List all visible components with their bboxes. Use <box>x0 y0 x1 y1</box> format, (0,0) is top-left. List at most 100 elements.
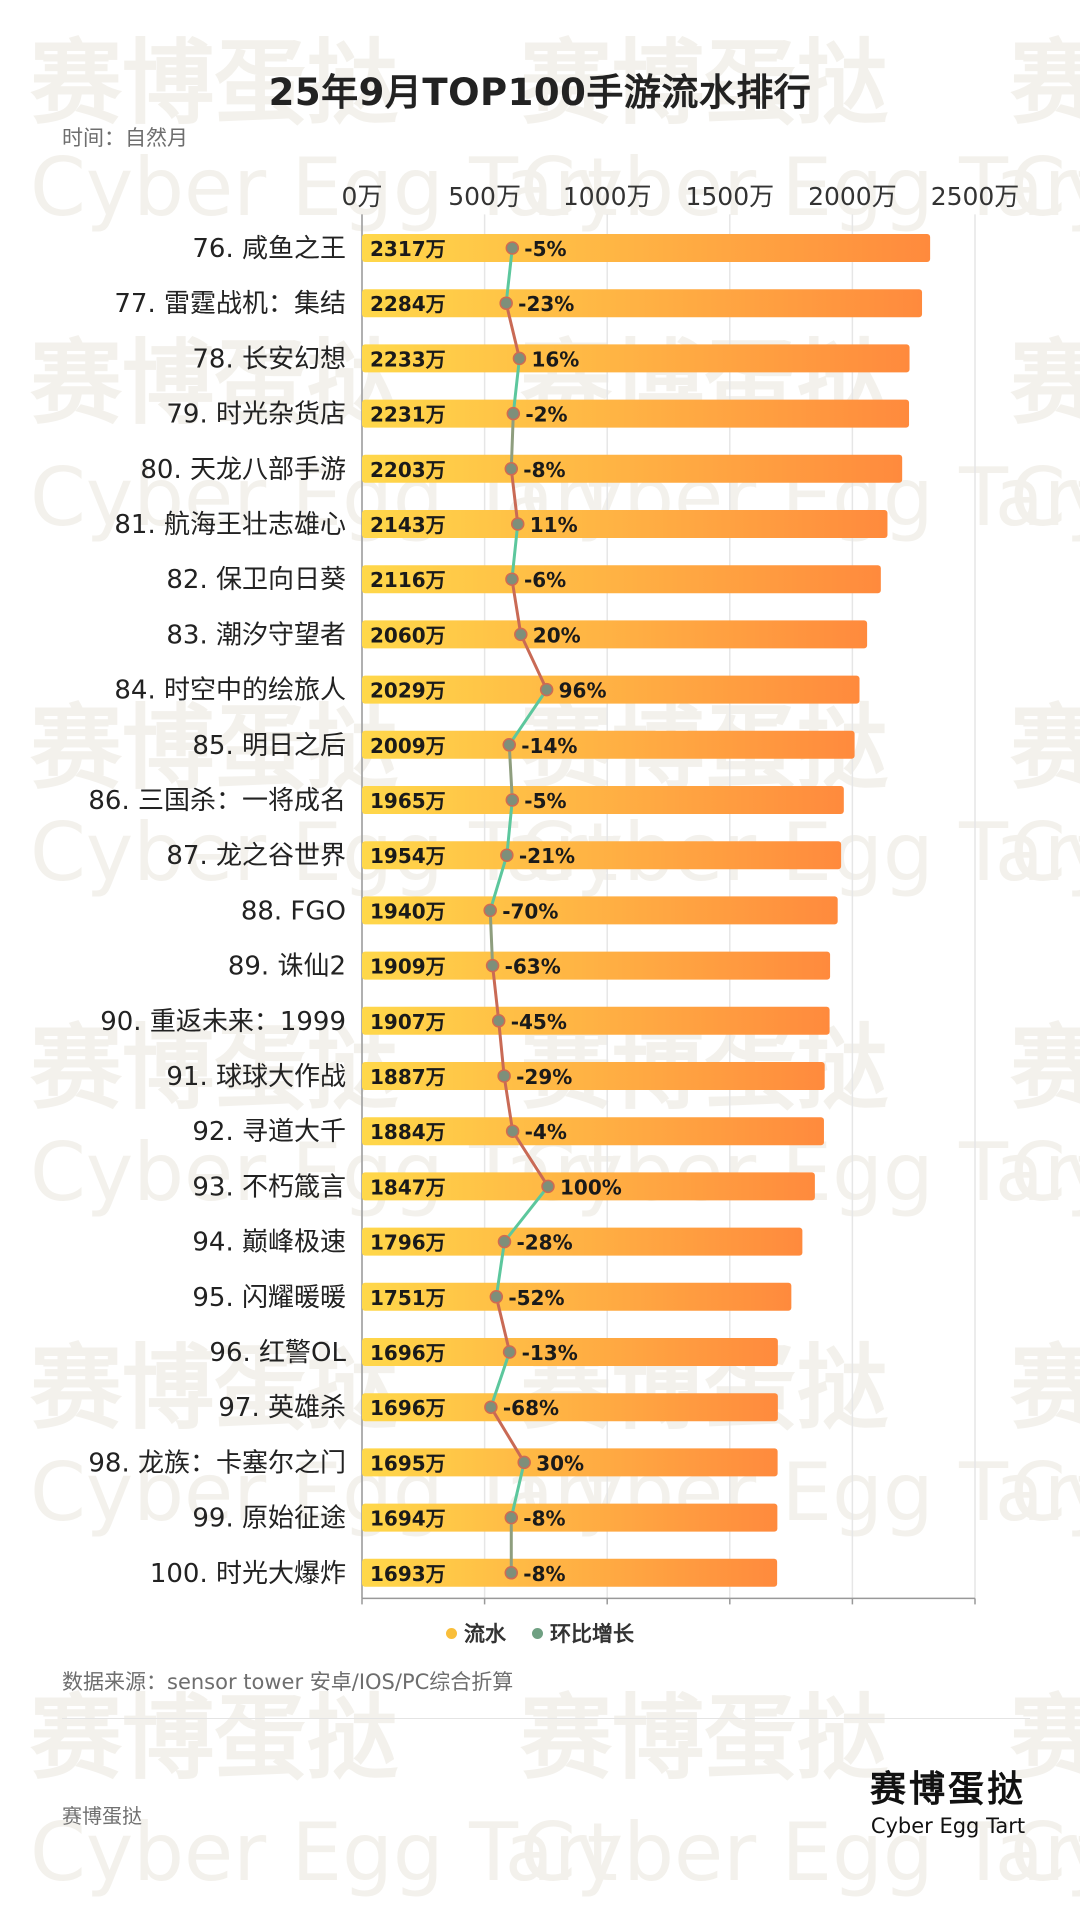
revenue-value-label: 1887万 <box>370 1065 446 1089</box>
revenue-bar[interactable] <box>362 1282 792 1311</box>
brand-logo-en: Cyber Egg Tart <box>870 1814 1026 1838</box>
growth-point[interactable] <box>485 958 500 973</box>
revenue-bar[interactable] <box>362 1062 825 1090</box>
revenue-value-label: 1696万 <box>370 1396 446 1420</box>
revenue-bar[interactable] <box>362 1503 778 1532</box>
growth-value-label: -68% <box>503 1396 559 1420</box>
revenue-value-label: 1693万 <box>370 1562 446 1586</box>
growth-value-label: 20% <box>533 623 581 647</box>
category-label: 99. 原始征途 <box>192 1504 346 1534</box>
growth-point[interactable] <box>504 1510 519 1525</box>
revenue-bar[interactable] <box>362 454 903 483</box>
growth-line-segment <box>519 632 549 692</box>
revenue-bar[interactable] <box>362 951 831 980</box>
revenue-bar[interactable] <box>362 565 881 594</box>
growth-value-label: -4% <box>525 1120 567 1144</box>
category-label: 89. 诛仙2 <box>228 952 346 982</box>
growth-point[interactable] <box>512 351 527 366</box>
x-tick-label: 500万 <box>448 182 521 211</box>
revenue-bar[interactable] <box>362 620 868 649</box>
revenue-bar[interactable] <box>362 510 888 538</box>
category-label: 82. 保卫向日葵 <box>166 565 346 595</box>
growth-point[interactable] <box>497 1234 512 1249</box>
growth-value-label: -21% <box>519 844 575 868</box>
growth-point[interactable] <box>510 517 525 531</box>
growth-value-label: 100% <box>560 1175 622 1199</box>
growth-point[interactable] <box>504 1566 519 1580</box>
revenue-bar[interactable] <box>362 1448 778 1477</box>
growth-point[interactable] <box>483 903 497 918</box>
growth-point[interactable] <box>505 1124 520 1138</box>
revenue-bar[interactable] <box>362 675 860 704</box>
growth-line-segment <box>491 964 501 1023</box>
growth-line-segment <box>489 1350 512 1409</box>
growth-value-label: -45% <box>511 1010 567 1034</box>
revenue-bar[interactable] <box>362 344 910 373</box>
growth-line-segment <box>488 853 509 912</box>
watermark-text: 赛博蛋挞 <box>30 1685 398 1792</box>
revenue-value-label: 1884万 <box>370 1120 446 1144</box>
revenue-bar[interactable] <box>362 896 838 925</box>
growth-point[interactable] <box>539 682 554 697</box>
revenue-bar[interactable] <box>362 1227 803 1256</box>
growth-point[interactable] <box>505 241 520 255</box>
growth-point[interactable] <box>500 848 514 862</box>
category-label: 95. 闪耀暖暖 <box>192 1283 346 1313</box>
growth-line-segment <box>504 301 521 360</box>
revenue-bar[interactable] <box>362 1558 778 1587</box>
brand-logo: 赛博蛋挞 Cyber Egg Tart <box>870 1760 1026 1838</box>
category-label: 79. 时光杂货店 <box>166 400 346 430</box>
chart-legend: 流水 环比增长 <box>0 1618 1080 1648</box>
chart-subtitle: 时间：自然月 <box>62 126 188 150</box>
growth-point[interactable] <box>541 1179 555 1194</box>
brand-logo-cn: 赛博蛋挞 <box>869 1769 1026 1810</box>
legend-dot-revenue <box>446 1627 457 1639</box>
category-label: 98. 龙族：卡塞尔之门 <box>88 1448 346 1478</box>
revenue-bar[interactable] <box>362 841 842 870</box>
revenue-bar[interactable] <box>362 289 923 318</box>
growth-point[interactable] <box>505 572 519 586</box>
category-label: 91. 球球大作战 <box>166 1062 346 1092</box>
revenue-value-label: 2317万 <box>370 237 446 261</box>
revenue-bar[interactable] <box>362 234 931 262</box>
category-label: 80. 天龙八部手游 <box>140 455 346 485</box>
revenue-bar[interactable] <box>362 730 855 759</box>
growth-point[interactable] <box>502 1345 517 1359</box>
revenue-value-label: 2233万 <box>370 347 446 371</box>
growth-line-segment <box>507 688 549 747</box>
growth-point[interactable] <box>499 296 513 310</box>
growth-value-label: -8% <box>523 458 565 482</box>
revenue-value-label: 1907万 <box>370 1010 446 1034</box>
revenue-bar[interactable] <box>362 1172 815 1201</box>
revenue-bar[interactable] <box>362 786 844 814</box>
growth-point[interactable] <box>502 738 516 752</box>
growth-point[interactable] <box>506 406 521 421</box>
category-label: 77. 雷霆战机：集结 <box>114 289 346 319</box>
growth-value-label: -6% <box>524 568 566 592</box>
growth-point[interactable] <box>497 1069 511 1083</box>
growth-point[interactable] <box>484 1400 498 1414</box>
growth-point[interactable] <box>517 1455 531 1470</box>
legend-item-growth[interactable]: 环比增长 <box>532 1618 634 1648</box>
revenue-bar[interactable] <box>362 1006 830 1035</box>
category-label: 86. 三国杀：一将成名 <box>88 786 346 816</box>
revenue-value-label: 1954万 <box>370 844 446 868</box>
x-tick-label: 2000万 <box>808 182 897 211</box>
revenue-bar[interactable] <box>362 399 910 428</box>
growth-value-label: -52% <box>508 1286 564 1310</box>
growth-point[interactable] <box>489 1290 504 1304</box>
growth-value-label: 30% <box>536 1451 584 1475</box>
category-label: 83. 潮汐守望者 <box>166 620 346 650</box>
growth-point[interactable] <box>505 793 520 807</box>
growth-point[interactable] <box>514 627 528 642</box>
revenue-bar[interactable] <box>362 1338 778 1366</box>
category-label: 85. 明日之后 <box>192 731 346 761</box>
growth-point[interactable] <box>504 462 519 476</box>
category-label: 92. 寻道大千 <box>192 1117 346 1147</box>
revenue-bar[interactable] <box>362 1393 778 1422</box>
growth-line-segment <box>489 1405 526 1464</box>
watermark-text: 赛博蛋挞 <box>520 1685 888 1792</box>
legend-item-revenue[interactable]: 流水 <box>446 1618 506 1648</box>
growth-point[interactable] <box>491 1014 506 1028</box>
revenue-bar[interactable] <box>362 1117 824 1146</box>
